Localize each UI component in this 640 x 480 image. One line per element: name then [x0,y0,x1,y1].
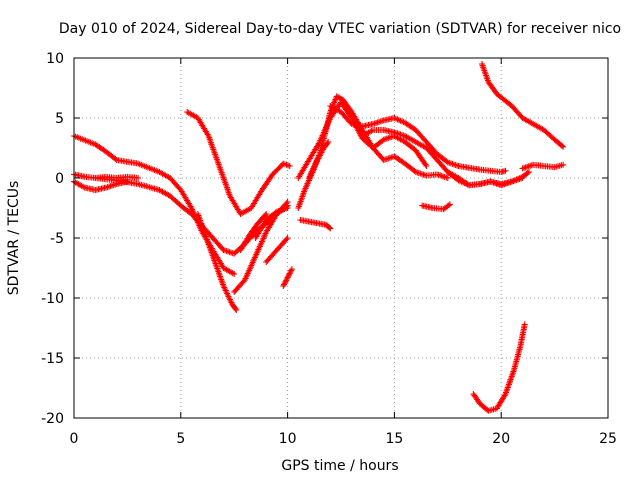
data-point-markers [444,169,532,189]
data-point-markers [280,266,295,289]
series-arc-18 [419,201,453,213]
x-tick-label: 0 [70,431,79,447]
data-point-markers [297,217,334,232]
chart-title: Day 010 of 2024, Sidereal Day-to-day VTE… [59,21,621,37]
x-tick-label: 10 [279,431,297,447]
x-tick-label: 5 [176,431,185,447]
series-arc-12 [297,217,334,232]
series-arc-20 [519,161,567,172]
x-axis-label: GPS time / hours [281,458,398,474]
y-tick-label: 10 [46,51,64,67]
series-arc-10 [263,235,291,265]
data-point-markers [237,211,270,253]
series-arc-21 [479,61,567,150]
y-tick-label: -5 [50,231,64,247]
data-point-markers [519,161,567,172]
x-tick-label: 20 [492,431,510,447]
axis-ticks: 0 5 10 15 20 25 -20 -15 -10 -5 0 5 10 [41,51,617,447]
data-point-markers [419,201,453,213]
y-tick-label: -15 [41,351,64,367]
series-arc-11 [280,266,295,289]
series-arc-09 [237,211,270,253]
series-arc-05 [184,109,293,217]
series-arc-08 [252,205,291,241]
data-point-markers [327,103,509,175]
series-arc-19 [444,169,532,189]
y-tick-label: -10 [41,291,64,307]
y-tick-label: 0 [55,171,64,187]
data-point-markers [184,109,293,217]
data-series [71,61,567,414]
series-arc-22 [470,321,528,414]
data-point-markers [263,235,291,265]
data-point-markers [479,61,567,150]
y-tick-label: 5 [55,111,64,127]
series-arc-16 [327,103,509,175]
data-point-markers [194,211,240,313]
data-point-markers [470,321,528,414]
x-tick-label: 15 [385,431,403,447]
series-arc-15 [295,99,430,181]
x-tick-label: 25 [599,431,617,447]
series-arc-06 [194,211,240,313]
data-point-markers [295,99,430,181]
y-tick-label: -20 [41,411,64,427]
y-axis-label: SDTVAR / TECUs [6,181,22,296]
data-point-markers [252,205,291,241]
